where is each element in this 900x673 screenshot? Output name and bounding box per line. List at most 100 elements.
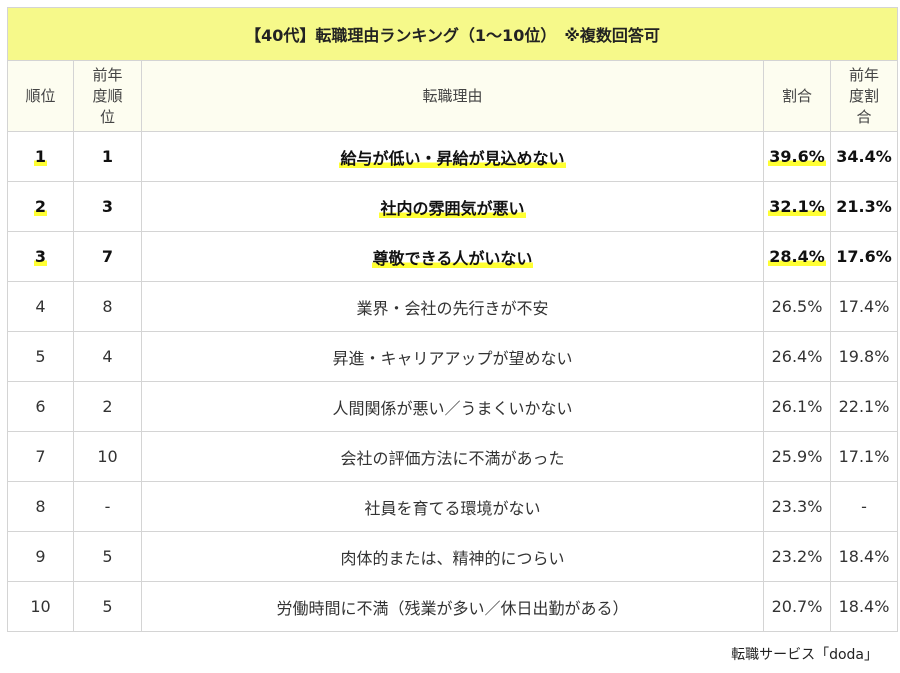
prev-rank-cell-text: 7	[101, 247, 114, 266]
source-credit: 転職サービス「doda」	[731, 647, 878, 663]
reason-cell: 給与が低い・昇給が見込めない	[141, 131, 764, 182]
rank-cell: 3	[7, 231, 74, 282]
rank-cell: 7	[7, 431, 74, 482]
rank-cell-text: 10	[30, 597, 51, 616]
ratio-cell-text: 20.7%	[771, 597, 823, 616]
prev-ratio-cell-text: 22.1%	[838, 397, 890, 416]
header-rank: 順位	[7, 60, 74, 132]
reason-cell: 尊敬できる人がいない	[141, 231, 764, 282]
prev-rank-cell: 7	[73, 231, 142, 282]
prev-ratio-cell-text: -	[861, 497, 867, 516]
ratio-cell: 25.9%	[763, 431, 831, 482]
prev-rank-cell-text: 2	[102, 397, 113, 416]
reason-cell-text: 昇進・キャリアアップが望めない	[332, 348, 573, 368]
ratio-cell-text: 23.3%	[771, 497, 823, 516]
rank-cell-text: 5	[35, 347, 46, 366]
reason-cell: 人間関係が悪い／うまくいかない	[141, 381, 764, 432]
header-prev-ratio: 前年 度割合	[829, 60, 899, 132]
prev-rank-cell: -	[73, 481, 142, 532]
reason-cell: 社員を育てる環境がない	[141, 481, 764, 532]
header-line: 度割	[849, 86, 880, 105]
prev-ratio-cell: 17.6%	[829, 231, 899, 282]
ratio-cell: 20.7%	[763, 581, 831, 632]
ratio-cell-text: 26.4%	[771, 347, 823, 366]
ratio-cell-text: 23.2%	[771, 547, 823, 566]
ratio-cell-text: 39.6%	[768, 147, 826, 166]
reason-cell-text: 肉体的または、精神的につらい	[340, 548, 565, 568]
header-line: 位	[99, 107, 115, 126]
ratio-cell: 32.1%	[763, 181, 831, 232]
prev-ratio-cell: 21.3%	[829, 181, 899, 232]
ratio-cell-text: 32.1%	[768, 197, 826, 216]
prev-rank-cell: 5	[73, 581, 142, 632]
prev-rank-cell: 4	[73, 331, 142, 382]
reason-cell-text: 労働時間に不満（残業が多い／休日出勤がある）	[276, 598, 629, 618]
reason-cell-text: 人間関係が悪い／うまくいかない	[332, 398, 573, 418]
prev-rank-cell: 5	[73, 531, 142, 582]
rank-cell: 10	[7, 581, 74, 632]
rank-cell-text: 6	[35, 397, 46, 416]
prev-ratio-cell-text: 19.8%	[838, 347, 890, 366]
rank-cell: 5	[7, 331, 74, 382]
table-row: 6 2 人間関係が悪い／うまくいかない 26.1% 22.1%	[7, 381, 899, 432]
prev-ratio-cell: 17.4%	[829, 281, 899, 332]
prev-rank-cell-text: 10	[97, 447, 118, 466]
header-line: 合	[856, 107, 872, 126]
reason-cell: 肉体的または、精神的につらい	[141, 531, 764, 582]
rank-cell-text: 4	[35, 297, 46, 316]
prev-rank-cell: 1	[73, 131, 142, 182]
ratio-cell: 26.5%	[763, 281, 831, 332]
header-line: 前年	[849, 65, 880, 84]
reason-cell: 労働時間に不満（残業が多い／休日出勤がある）	[141, 581, 764, 632]
prev-rank-cell-text: 4	[102, 347, 113, 366]
rank-cell: 1	[7, 131, 74, 182]
reason-cell-text: 社内の雰囲気が悪い	[379, 198, 526, 218]
ratio-cell: 28.4%	[763, 231, 831, 282]
rank-cell: 2	[7, 181, 74, 232]
prev-rank-cell-text: 8	[102, 297, 113, 316]
ratio-cell-text: 26.5%	[771, 297, 823, 316]
table-row: 10 5 労働時間に不満（残業が多い／休日出勤がある） 20.7% 18.4%	[7, 581, 899, 632]
rank-cell: 9	[7, 531, 74, 582]
prev-ratio-cell: 18.4%	[829, 581, 899, 632]
prev-rank-cell-text: 5	[102, 547, 113, 566]
prev-ratio-cell-text: 21.3%	[836, 197, 892, 216]
ratio-cell: 26.4%	[763, 331, 831, 382]
table-row: 5 4 昇進・キャリアアップが望めない 26.4% 19.8%	[7, 331, 899, 382]
rank-cell-text: 9	[35, 547, 46, 566]
rank-cell: 4	[7, 281, 74, 332]
rank-cell-text: 7	[35, 447, 46, 466]
reason-cell-text: 尊敬できる人がいない	[371, 248, 534, 268]
prev-rank-cell-text: 3	[101, 197, 114, 216]
ratio-cell-text: 26.1%	[771, 397, 823, 416]
rank-cell-text: 8	[35, 497, 46, 516]
prev-rank-cell: 8	[73, 281, 142, 332]
header-line: 前年	[92, 65, 123, 84]
prev-ratio-cell: 19.8%	[829, 331, 899, 382]
prev-ratio-cell: 22.1%	[829, 381, 899, 432]
rank-cell-text: 2	[33, 197, 48, 216]
ratio-cell: 26.1%	[763, 381, 831, 432]
reason-cell: 社内の雰囲気が悪い	[141, 181, 764, 232]
header-prev-rank: 前年 度順位	[73, 60, 142, 132]
ratio-cell: 39.6%	[763, 131, 831, 182]
prev-rank-cell: 2	[73, 381, 142, 432]
prev-ratio-cell-text: 17.6%	[836, 247, 892, 266]
table-row: 8 - 社員を育てる環境がない 23.3% -	[7, 481, 899, 532]
header-line: 度順	[92, 86, 123, 105]
prev-rank-cell: 10	[73, 431, 142, 482]
table-row: 9 5 肉体的または、精神的につらい 23.2% 18.4%	[7, 531, 899, 582]
table-row: 4 8 業界・会社の先行きが不安 26.5% 17.4%	[7, 281, 899, 332]
reason-cell: 会社の評価方法に不満があった	[141, 431, 764, 482]
ranking-table: 【40代】転職理由ランキング（1～10位） ※複数回答可 順位 前年 度順位 転職…	[6, 7, 899, 632]
ratio-cell: 23.3%	[763, 481, 831, 532]
rank-cell-text: 1	[33, 147, 48, 166]
table-row: 3 7 尊敬できる人がいない 28.4% 17.6%	[7, 231, 899, 282]
reason-cell-text: 会社の評価方法に不満があった	[340, 448, 565, 468]
header-ratio: 割合	[763, 60, 831, 132]
prev-ratio-cell: 17.1%	[829, 431, 899, 482]
table-row: 7 10 会社の評価方法に不満があった 25.9% 17.1%	[7, 431, 899, 482]
prev-ratio-cell-text: 17.1%	[838, 447, 890, 466]
prev-ratio-cell-text: 18.4%	[838, 547, 890, 566]
prev-ratio-cell-text: 17.4%	[838, 297, 890, 316]
